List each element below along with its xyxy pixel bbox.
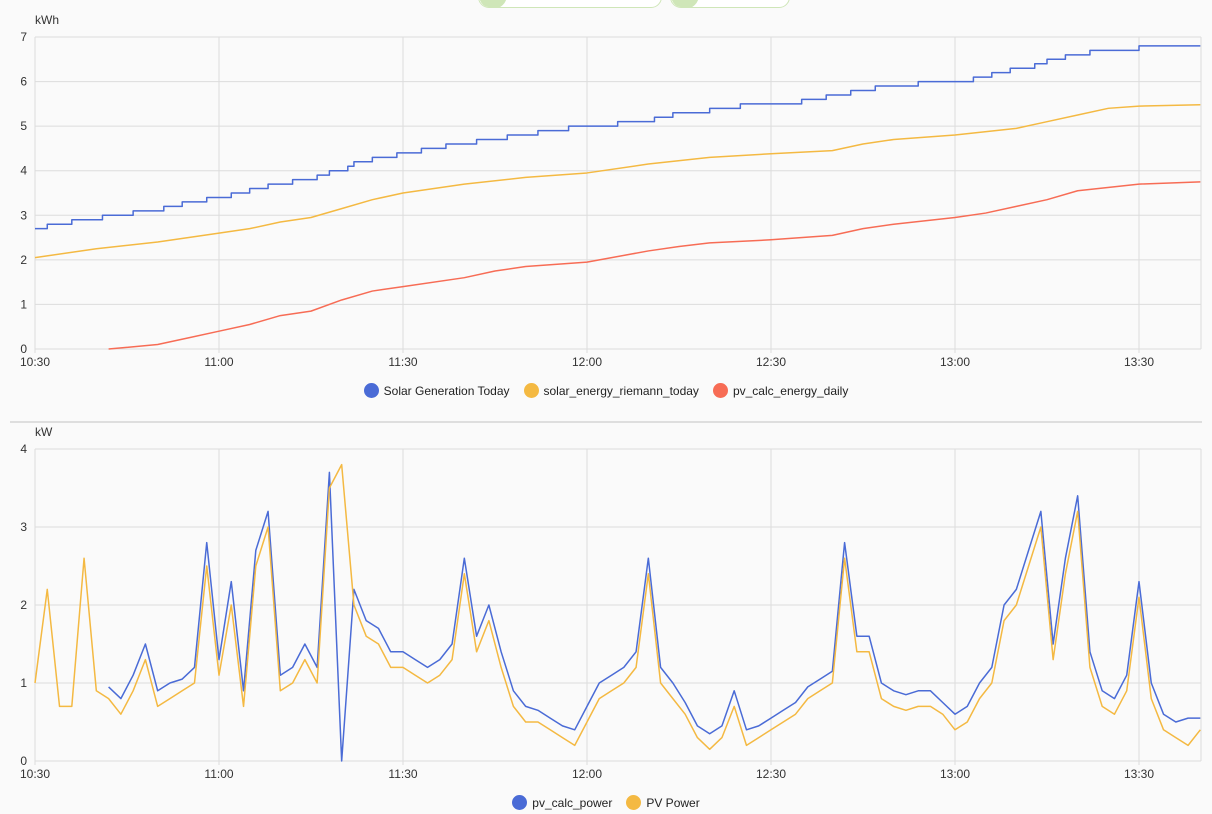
legend-swatch-icon: [363, 383, 379, 398]
chart-0: 0 1 2 3 4 5 6 7 10:30 11:00 11:30 12:00 12:30 13:00 13…: [20, 13, 1202, 369]
y-tick-label: 3: [20, 520, 27, 534]
y-tick-label: 6: [20, 75, 27, 89]
legend-swatch-icon: [512, 795, 528, 810]
legend-swatch-icon: [523, 383, 539, 398]
unit-label: kW: [35, 425, 53, 439]
y-tick-label: 3: [20, 208, 27, 222]
x-tick-label: 13:30: [1124, 767, 1154, 781]
y-tick-label: 0: [20, 754, 27, 768]
unit-label: kWh: [35, 13, 59, 27]
x-tick-label: 11:00: [204, 767, 233, 781]
x-tick-label: 11:00: [204, 355, 233, 369]
x-tick-label: 12:00: [572, 767, 602, 781]
legend-label: pv_calc_energy_daily: [732, 383, 849, 398]
series-line-pv-calc-power: [108, 471, 1201, 762]
power-chart-legend: pv_calc_power PV Power: [0, 795, 1212, 810]
y-tick-label: 4: [20, 442, 27, 456]
y-tick-label: 1: [20, 297, 27, 311]
x-tick-label: 11:30: [388, 355, 417, 369]
x-tick-label: 13:00: [940, 355, 970, 369]
legend-label: PV Power: [646, 795, 700, 810]
x-tick-label: 13:00: [940, 767, 970, 781]
y-tick-label: 4: [20, 164, 27, 178]
x-tick-label: 12:30: [756, 355, 786, 369]
y-tick-label: 2: [20, 253, 27, 267]
y-tick-label: 5: [20, 119, 27, 133]
series-line-pv-calc-energy-daily: [108, 181, 1201, 350]
y-tick-label: 2: [20, 598, 27, 612]
legend-label: Solar Generation Today: [383, 383, 510, 398]
series-line-solar-energy-riemann-today: [34, 103, 1201, 259]
x-tick-label: 12:30: [756, 767, 786, 781]
x-tick-label: 10:30: [20, 355, 50, 369]
legend-item[interactable]: solar_energy_riemann_today: [523, 383, 699, 398]
chip-icon: [671, 0, 699, 7]
legend-item[interactable]: pv_calc_power: [512, 795, 612, 810]
legend-item[interactable]: PV Power: [626, 795, 700, 810]
series-line-solar-generation-today: [35, 45, 1201, 230]
x-tick-label: 12:00: [572, 355, 602, 369]
y-tick-label: 1: [20, 676, 27, 690]
y-tick-label: 0: [20, 342, 27, 356]
series-line-pv-power: [34, 463, 1201, 751]
chart-divider: [10, 421, 1202, 423]
legend-swatch-icon: [626, 795, 642, 810]
energy-chart-legend: Solar Generation Today solar_energy_riema…: [0, 383, 1212, 398]
legend-item[interactable]: pv_calc_energy_daily: [712, 383, 849, 398]
chip-icon: [479, 0, 507, 7]
x-tick-label: 11:30: [388, 767, 417, 781]
legend-label: pv_calc_power: [532, 795, 613, 810]
legend-swatch-icon: [712, 383, 728, 398]
legend-item[interactable]: Solar Generation Today: [363, 383, 510, 398]
chart-1: 0 1 2 3 4 10:30 11:00 11:30 12:00 12:30 13:00 13:30…: [20, 425, 1202, 781]
legend-label: solar_energy_riemann_today: [543, 383, 699, 398]
y-tick-label: 7: [20, 30, 27, 44]
x-tick-label: 10:30: [20, 767, 50, 781]
x-tick-label: 13:30: [1124, 355, 1154, 369]
